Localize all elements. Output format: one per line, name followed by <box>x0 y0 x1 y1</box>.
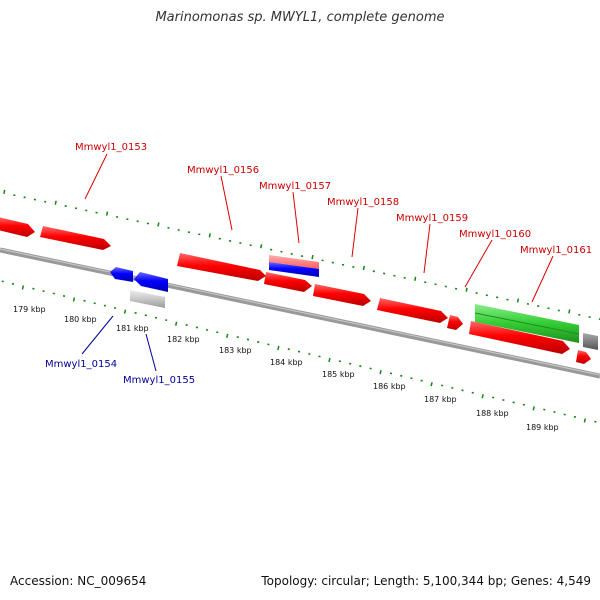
scale-tick <box>379 370 382 375</box>
gene-label-0153[interactable]: Mmwyl1_0153 <box>75 142 147 153</box>
kbp-tick-label: 181 kbp <box>116 324 149 333</box>
gene-arrow[interactable] <box>313 284 371 306</box>
kbp-tick-label: 180 kbp <box>64 315 97 324</box>
scale-tick <box>54 200 57 205</box>
gene-arrow[interactable] <box>134 272 168 292</box>
kbp-tick-label: 185 kbp <box>322 370 355 379</box>
reverse-strand-genes <box>110 267 168 308</box>
scale-tick <box>226 333 229 338</box>
accession-text: Accession: NC_009654 <box>10 574 147 588</box>
scale-tick <box>568 309 571 314</box>
scale-tick <box>430 382 433 387</box>
gene-label-0157[interactable]: Mmwyl1_0157 <box>259 181 331 192</box>
scale-tick <box>277 345 280 351</box>
gene-label-0161[interactable]: Mmwyl1_0161 <box>520 245 592 256</box>
genome-backbone <box>0 247 600 379</box>
gene-arrow[interactable] <box>40 226 111 250</box>
kbp-tick-label: 179 kbp <box>13 305 46 314</box>
scale-tick <box>105 211 109 216</box>
scale-tick <box>516 298 520 303</box>
gene-arrow[interactable] <box>377 298 448 323</box>
gene-arrow[interactable] <box>0 217 35 237</box>
scale-tick <box>208 233 211 238</box>
gene-arrow[interactable] <box>177 253 266 281</box>
reverse-gene-labels: Mmwyl1_0154 Mmwyl1_0155 <box>45 359 195 386</box>
map-title: Marinomonas sp. MWYL1, complete genome <box>155 10 445 25</box>
kbp-tick-label: 182 kbp <box>167 335 200 344</box>
scale-tick <box>414 276 417 281</box>
scale-tick <box>362 265 366 271</box>
forward-strand-genes <box>0 217 598 364</box>
scale-tick <box>157 222 160 227</box>
kbp-tick-label: 186 kbp <box>373 382 406 391</box>
gene-arrow[interactable] <box>576 350 591 364</box>
gene-label-0158[interactable]: Mmwyl1_0158 <box>327 197 399 208</box>
genome-summary-text: Topology: circular; Length: 5,100,344 bp… <box>261 574 591 588</box>
gene-block-0157[interactable] <box>269 255 319 277</box>
scale-tick <box>311 254 314 260</box>
inner-scale-ticks: 179 kbp 180 kbp 181 kbp 182 kbp 183 kbp 184 k… <box>1 280 597 432</box>
scale-tick <box>481 394 484 399</box>
gene-label-0156[interactable]: Mmwyl1_0156 <box>187 165 259 176</box>
scale-tick <box>583 418 587 423</box>
scale-tick <box>123 309 127 314</box>
kbp-tick-label: 187 kbp <box>424 395 457 404</box>
kbp-tick-label: 189 kbp <box>526 423 559 432</box>
scale-tick <box>259 244 263 249</box>
scale-tick <box>21 285 25 290</box>
gene-arrow[interactable] <box>447 315 463 330</box>
scale-tick <box>3 189 6 194</box>
kbp-tick-label: 184 kbp <box>270 358 303 367</box>
scale-tick <box>532 406 535 411</box>
scale-tick <box>328 357 331 363</box>
outer-scale-ticks <box>3 189 600 320</box>
pseudo-gene-bar[interactable] <box>130 290 165 308</box>
gene-arrow[interactable] <box>110 267 133 282</box>
scale-tick <box>72 297 76 302</box>
kbp-tick-label: 183 kbp <box>219 346 252 355</box>
label-leader-lines <box>81 153 554 372</box>
forward-gene-labels: Mmwyl1_0153 Mmwyl1_0156 Mmwyl1_0157 Mmwy… <box>75 142 592 256</box>
gene-arrow[interactable] <box>469 321 570 354</box>
scale-tick <box>174 321 178 326</box>
kbp-tick-label: 188 kbp <box>476 409 509 418</box>
gene-label-0154[interactable]: Mmwyl1_0154 <box>45 359 117 370</box>
scale-tick <box>465 287 468 292</box>
gene-label-0159[interactable]: Mmwyl1_0159 <box>396 213 468 224</box>
gene-label-0155[interactable]: Mmwyl1_0155 <box>123 375 195 386</box>
gene-arrow[interactable] <box>264 272 312 292</box>
gene-label-0160[interactable]: Mmwyl1_0160 <box>459 229 531 240</box>
feature-block[interactable] <box>583 333 598 350</box>
